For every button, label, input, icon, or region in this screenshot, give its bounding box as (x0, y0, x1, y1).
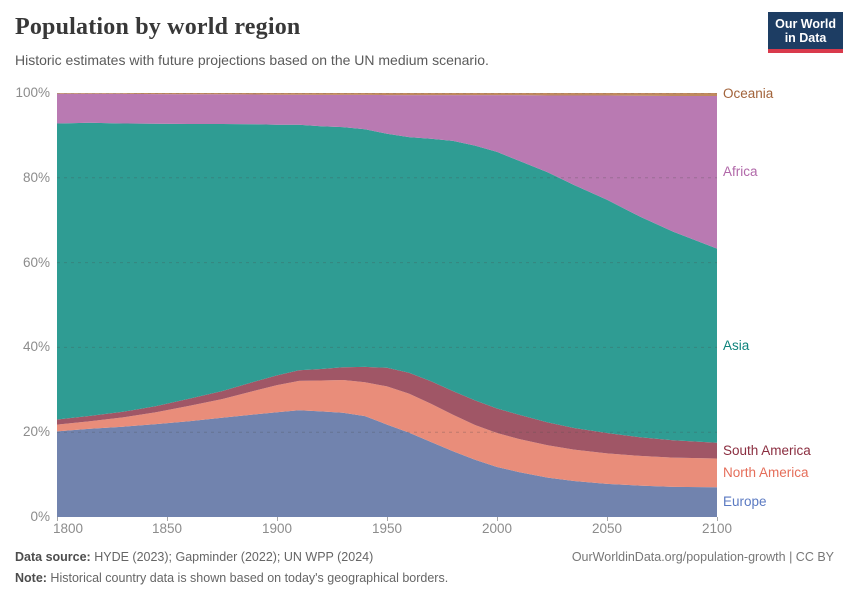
x-axis-tick-1800 (57, 517, 58, 521)
x-axis-tick-1900 (277, 517, 278, 521)
x-axis-label-2050: 2050 (591, 521, 623, 536)
note-line: Note: Historical country data is shown b… (15, 568, 835, 589)
legend-label-oceania[interactable]: Oceania (723, 86, 774, 102)
area-europe[interactable] (57, 410, 717, 517)
x-axis-tick-1950 (387, 517, 388, 521)
footer: Data source: HYDE (2023); Gapminder (202… (15, 547, 835, 589)
x-axis-tick-2050 (607, 517, 608, 521)
legend-label-north-america[interactable]: North America (723, 464, 809, 480)
area-oceania[interactable] (57, 93, 717, 96)
y-axis-label-0: 0% (30, 509, 50, 524)
y-axis-label-40: 40% (22, 339, 50, 355)
owid-logo-line2: in Data (784, 31, 827, 45)
x-axis-label-1900: 1900 (261, 521, 293, 536)
data-source-text: HYDE (2023); Gapminder (2022); UN WPP (2… (90, 550, 374, 564)
legend-label-south-america[interactable]: South America (723, 442, 811, 458)
legend: Europe North America South America Asia Afri… (723, 86, 848, 517)
y-axis: 0% 20% 40% 60% 80% 100% (0, 85, 50, 524)
x-axis-tick-2100 (717, 517, 718, 521)
legend-label-asia[interactable]: Asia (723, 337, 750, 353)
x-axis-label-1800: 1800 (52, 521, 84, 536)
chart-plot[interactable] (57, 93, 717, 517)
x-axis-label-2000: 2000 (481, 521, 513, 536)
x-axis-ticks (57, 517, 737, 522)
x-axis-tick-2000 (497, 517, 498, 521)
page-title: Population by world region (15, 14, 301, 40)
plot-svg (57, 93, 717, 517)
area-north-america[interactable] (57, 380, 717, 488)
x-axis-label-1850: 1850 (151, 521, 183, 536)
x-axis-label-1950: 1950 (371, 521, 403, 536)
area-africa[interactable] (57, 93, 717, 249)
data-source-label: Data source: (15, 550, 91, 564)
owid-logo-line1: Our World (775, 17, 836, 31)
owid-logo[interactable]: Our World in Data (768, 12, 843, 53)
legend-label-africa[interactable]: Africa (723, 164, 758, 180)
y-axis-label-60: 60% (22, 254, 50, 270)
x-axis-label-2100: 2100 (701, 521, 733, 536)
note-label: Note: (15, 571, 47, 585)
data-source-line: Data source: HYDE (2023); Gapminder (202… (15, 547, 835, 568)
note-text: Historical country data is shown based o… (46, 571, 449, 585)
legend-label-europe[interactable]: Europe (723, 494, 767, 510)
x-axis: 1800 1850 1900 1950 2000 2050 2100 (53, 520, 737, 538)
area-south-america[interactable] (57, 366, 717, 459)
area-asia[interactable] (57, 122, 717, 443)
y-axis-label-80: 80% (22, 169, 50, 185)
y-axis-label-20: 20% (22, 424, 50, 440)
chart-subtitle: Historic estimates with future projectio… (15, 52, 489, 68)
x-axis-tick-1850 (167, 517, 168, 521)
y-axis-label-100: 100% (15, 85, 50, 100)
owid-url-link[interactable]: OurWorldinData.org/population-growth | C… (571, 550, 834, 564)
